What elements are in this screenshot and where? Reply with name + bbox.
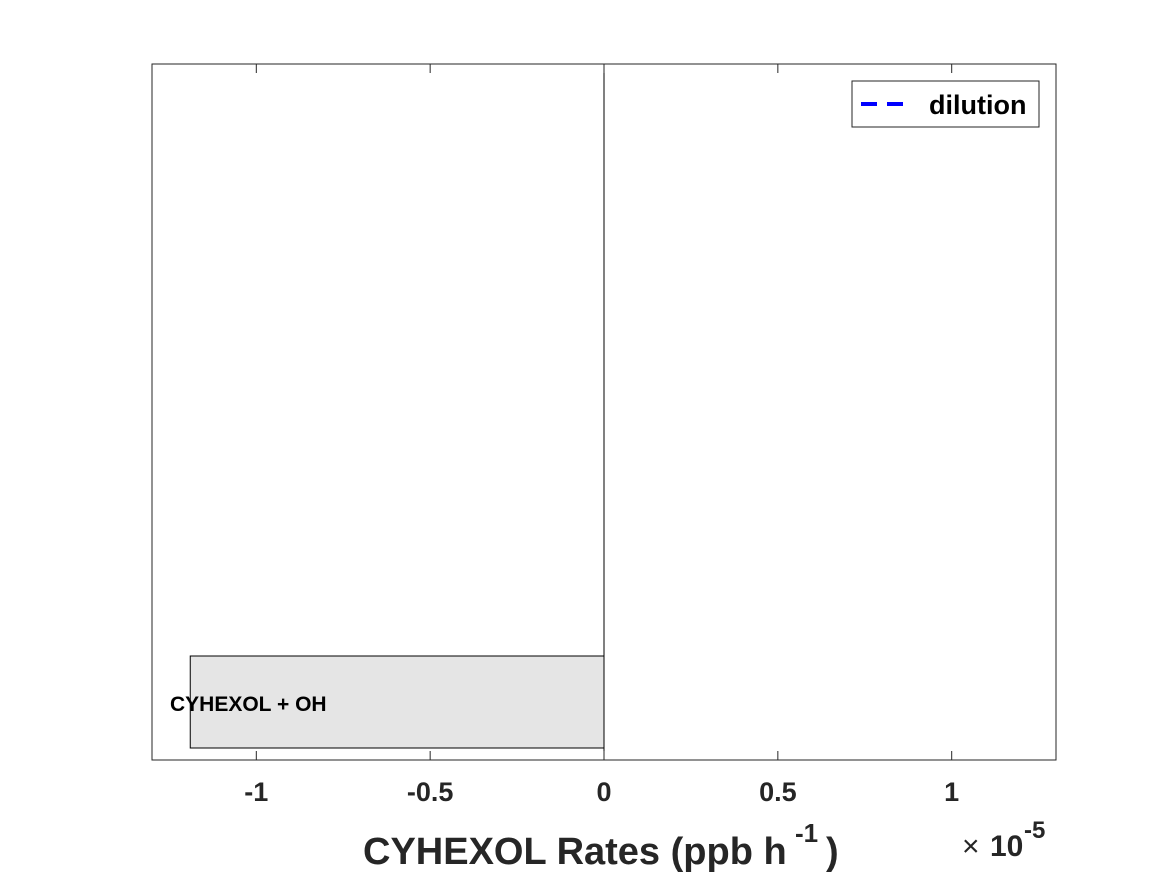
legend[interactable]: dilution: [851, 80, 1040, 128]
legend-box: [851, 80, 1040, 128]
x-multiplier-prefix: ×: [962, 830, 980, 863]
x-tick-label-2: 0: [596, 777, 611, 807]
x-multiplier-base: 10: [990, 830, 1023, 863]
ticks-group: -1 -0.5 0 0.5 1: [244, 64, 959, 807]
x-axis-title: CYHEXOL Rates (ppb h -1 ): [363, 818, 839, 873]
plot-frame: [151, 63, 1057, 761]
x-tick-label-4: 1: [944, 777, 959, 807]
x-tick-label-3: 0.5: [759, 777, 797, 807]
x-axis-title-main: CYHEXOL Rates (ppb h: [363, 831, 787, 873]
legend-label-dilution: dilution: [929, 90, 1026, 120]
bar-label-0: CYHEXOL + OH: [170, 693, 327, 716]
x-multiplier: × 10 -5: [962, 817, 1045, 863]
x-tick-label-1: -0.5: [407, 777, 454, 807]
bar-0: [189, 655, 605, 749]
x-multiplier-exponent: -5: [1024, 817, 1045, 844]
bars-group: CYHEXOL + OH: [170, 655, 605, 749]
x-axis-title-sup: -1: [795, 818, 818, 848]
x-axis-title-tail: ): [826, 831, 839, 873]
x-tick-label-0: -1: [244, 777, 268, 807]
